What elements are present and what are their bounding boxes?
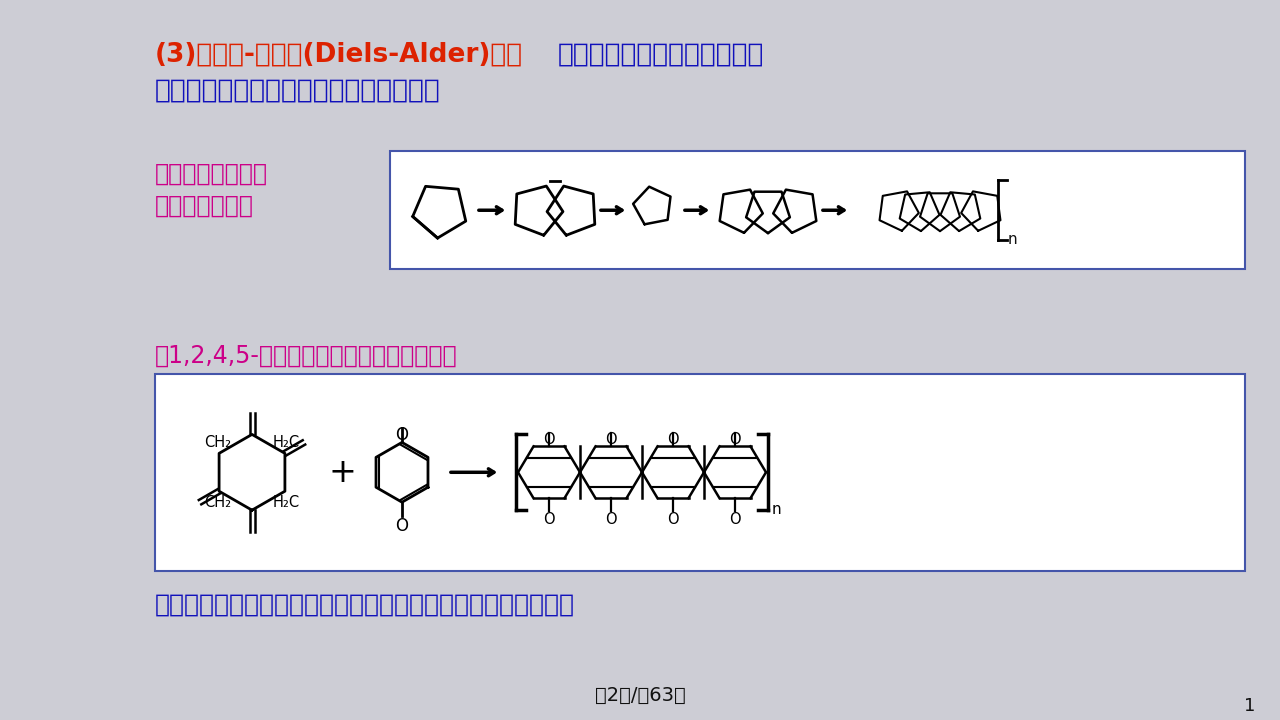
Text: 耐高温材料，近年来受到了人们的重视。: 耐高温材料，近年来受到了人们的重视。	[155, 78, 440, 104]
Text: 第2页/兦63页: 第2页/兦63页	[595, 685, 685, 704]
Text: 是双键间的逐步加成，可制取: 是双键间的逐步加成，可制取	[558, 42, 764, 68]
Text: 制得的低聚物：: 制得的低聚物：	[155, 193, 253, 217]
Text: O: O	[730, 512, 741, 527]
Text: O: O	[396, 426, 408, 444]
Bar	[155, 374, 1245, 571]
Text: O: O	[543, 433, 554, 447]
Text: O: O	[730, 433, 741, 447]
Text: 最早是由环戊二烯: 最早是由环戊二烯	[155, 161, 268, 186]
Text: O: O	[667, 512, 678, 527]
Bar	[390, 151, 1245, 269]
Text: H₂C: H₂C	[273, 495, 300, 510]
Text: n: n	[772, 502, 782, 517]
Text: O: O	[605, 433, 617, 447]
Text: n: n	[1009, 232, 1018, 247]
Text: O: O	[396, 517, 408, 535]
Text: H₂C: H₂C	[273, 435, 300, 450]
Text: 1: 1	[1244, 698, 1254, 716]
Text: 以上反应产物都是梯形高聚物，有独特的耐高温与耐氧化性能。: 以上反应产物都是梯形高聚物，有独特的耐高温与耐氧化性能。	[155, 593, 575, 617]
Text: O: O	[667, 433, 678, 447]
Text: O: O	[605, 512, 617, 527]
Text: 、1,2,4,5-四次甲基环已烷与对苯醜反应：: 、1,2,4,5-四次甲基环已烷与对苯醜反应：	[155, 343, 458, 368]
Text: +: +	[328, 456, 356, 489]
Text: CH₂: CH₂	[204, 435, 232, 450]
Text: CH₂: CH₂	[204, 495, 232, 510]
Text: O: O	[543, 512, 554, 527]
Text: (3)第尔斯-阿德尔(Diels-Alder)反应: (3)第尔斯-阿德尔(Diels-Alder)反应	[155, 42, 524, 68]
